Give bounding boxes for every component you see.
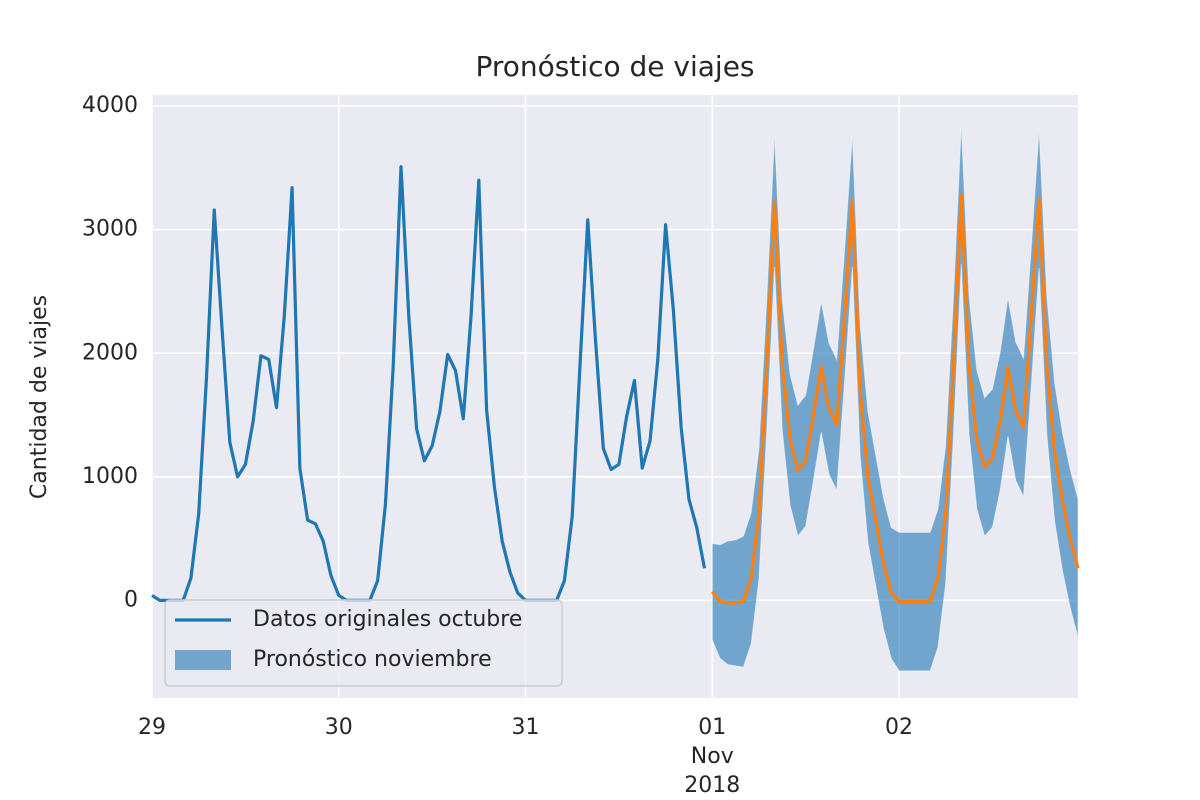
x-tick-label: 29 xyxy=(138,715,166,740)
y-axis-label: Cantidad de viajes xyxy=(27,295,52,499)
x-tick-label: 02 xyxy=(885,715,913,740)
chart-title: Pronóstico de viajes xyxy=(475,50,754,83)
labels: 0 1000 2000 3000 4000 29 30 31 01 Nov 2018 02 xyxy=(82,93,913,798)
y-tick-label: 1000 xyxy=(82,464,138,489)
y-tick-label: 0 xyxy=(124,587,138,612)
y-tick-label: 4000 xyxy=(82,93,138,118)
y-tick-label: 2000 xyxy=(82,340,138,365)
legend-label: Datos originales octubre xyxy=(253,607,522,632)
series-line xyxy=(151,165,707,602)
legend: Datos originales octubre Pronóstico novie… xyxy=(164,599,563,687)
legend-swatch xyxy=(175,650,231,670)
x-tick-label: 31 xyxy=(512,715,540,740)
x-tick-label: 30 xyxy=(325,715,353,740)
legend-frame xyxy=(164,599,563,687)
y-tick-label: 3000 xyxy=(82,217,138,242)
x-tick-label: 01 Nov 2018 xyxy=(684,715,740,798)
forecast-line xyxy=(711,193,1080,605)
marks xyxy=(151,125,1080,672)
legend-label: Pronóstico noviembre xyxy=(253,647,492,672)
